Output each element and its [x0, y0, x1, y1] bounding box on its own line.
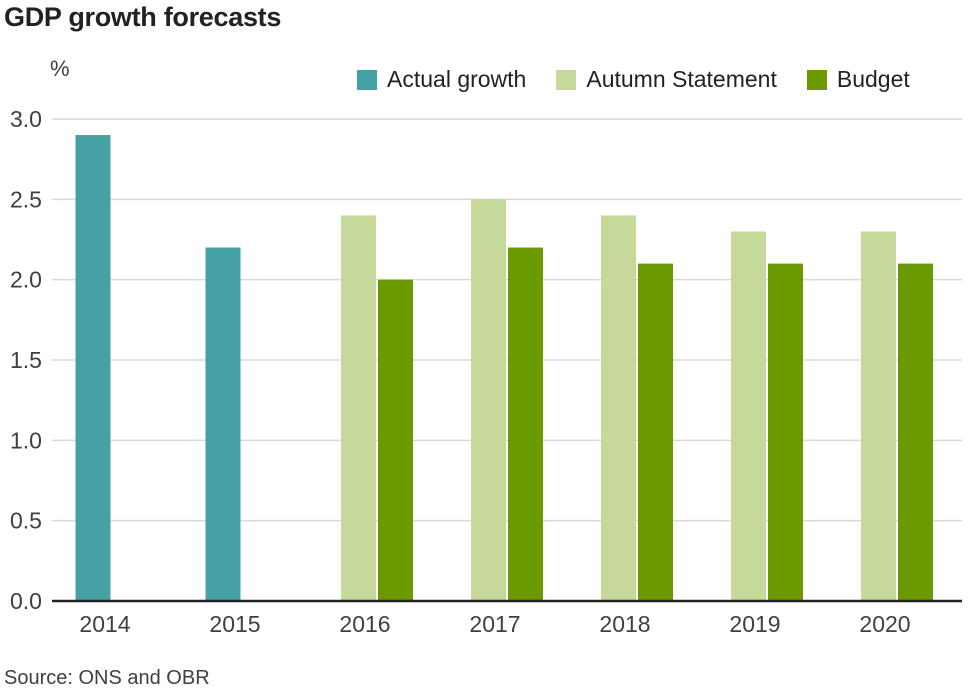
bar-budget-2017: [508, 247, 543, 602]
y-tick-label: 2.5: [10, 186, 42, 212]
bar-budget-2020: [898, 263, 933, 601]
chart-legend: Actual growth Autumn Statement Budget: [357, 66, 910, 93]
y-tick-label: 3.0: [10, 106, 42, 132]
y-tick-label: 1.0: [10, 427, 42, 453]
bar-actual-growth-2014: [75, 135, 111, 602]
chart-title: GDP growth forecasts: [4, 2, 282, 32]
bar-autumn-statement-2016: [341, 215, 376, 601]
y-tick-label: 0.5: [10, 508, 42, 534]
x-tick-label: 2020: [859, 611, 910, 637]
legend-swatch-actual-growth: [357, 69, 377, 90]
bar-actual-growth-2015: [205, 247, 241, 602]
bar-autumn-statement-2018: [601, 215, 636, 601]
x-tick-label: 2019: [729, 611, 780, 637]
source-note: Source: ONS and OBR: [4, 667, 210, 689]
y-tick-label: 0.0: [10, 588, 42, 614]
y-tick-label: 2.0: [10, 267, 42, 293]
x-tick-label: 2015: [209, 611, 260, 637]
bar-budget-2019: [768, 263, 803, 601]
x-tick-label: 2016: [339, 611, 390, 637]
legend-item-autumn-statement: Autumn Statement: [556, 66, 777, 93]
legend-label-actual-growth: Actual growth: [387, 66, 527, 92]
y-axis-unit-label: %: [50, 56, 70, 81]
legend-swatch-budget: [806, 69, 827, 90]
bar-autumn-statement-2017: [471, 199, 506, 602]
legend-item-budget: Budget: [806, 66, 910, 93]
bar-budget-2016: [378, 279, 413, 601]
bar-budget-2018: [638, 263, 673, 601]
legend-label-budget: Budget: [836, 66, 910, 92]
legend-item-actual-growth: Actual growth: [357, 66, 526, 93]
legend-swatch-autumn-statement: [556, 69, 577, 90]
y-tick-label: 1.5: [10, 347, 42, 373]
x-tick-label: 2018: [599, 611, 650, 637]
x-tick-label: 2014: [79, 611, 130, 637]
legend-label-autumn-statement: Autumn Statement: [586, 66, 777, 92]
bar-autumn-statement-2020: [861, 231, 896, 601]
bar-autumn-statement-2019: [731, 231, 766, 601]
x-tick-label: 2017: [469, 611, 520, 637]
